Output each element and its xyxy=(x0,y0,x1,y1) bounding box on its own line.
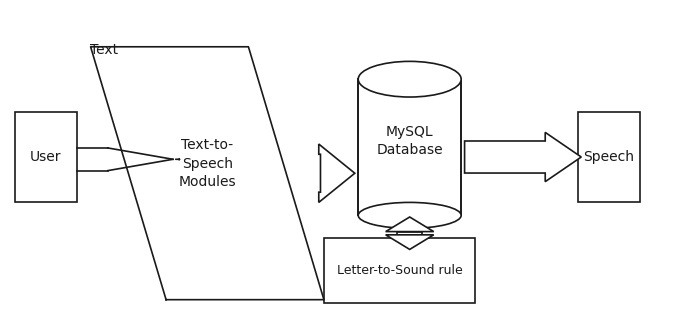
Polygon shape xyxy=(398,232,422,235)
Text: Text: Text xyxy=(90,43,119,57)
Text: User: User xyxy=(30,150,62,164)
Polygon shape xyxy=(386,235,433,250)
Polygon shape xyxy=(464,132,582,182)
Polygon shape xyxy=(386,217,433,232)
FancyBboxPatch shape xyxy=(324,238,475,303)
Text: MySQL
Database: MySQL Database xyxy=(376,125,443,157)
FancyBboxPatch shape xyxy=(15,112,77,202)
Polygon shape xyxy=(319,144,355,202)
FancyBboxPatch shape xyxy=(578,112,639,202)
Text: Text-to-
Speech
Modules: Text-to- Speech Modules xyxy=(178,138,236,189)
Text: Letter-to-Sound rule: Letter-to-Sound rule xyxy=(336,264,462,277)
FancyBboxPatch shape xyxy=(358,79,461,215)
Ellipse shape xyxy=(358,202,461,228)
Text: Speech: Speech xyxy=(583,150,634,164)
Ellipse shape xyxy=(358,61,461,97)
